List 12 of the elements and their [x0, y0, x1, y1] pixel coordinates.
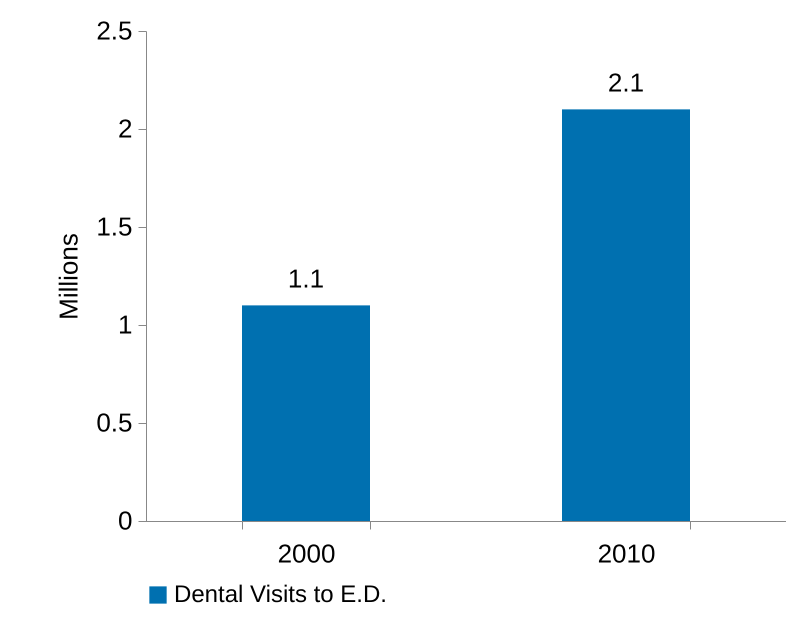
y-tick-label: 0	[118, 506, 132, 536]
data-label: 1.1	[288, 263, 324, 294]
y-tick-label: 1.5	[96, 212, 132, 242]
y-tick-label: 0.5	[96, 408, 132, 438]
legend-label: Dental Visits to E.D.	[174, 581, 387, 608]
x-tick-label: 2000	[278, 538, 336, 568]
data-label: 2.1	[608, 67, 644, 98]
y-tick-label: 2	[118, 114, 132, 144]
y-tick-label: 2.5	[96, 16, 132, 46]
y-tick-label: 1	[118, 310, 132, 340]
y-axis-title: Millions	[53, 233, 84, 320]
x-tick-label: 2010	[598, 538, 656, 568]
